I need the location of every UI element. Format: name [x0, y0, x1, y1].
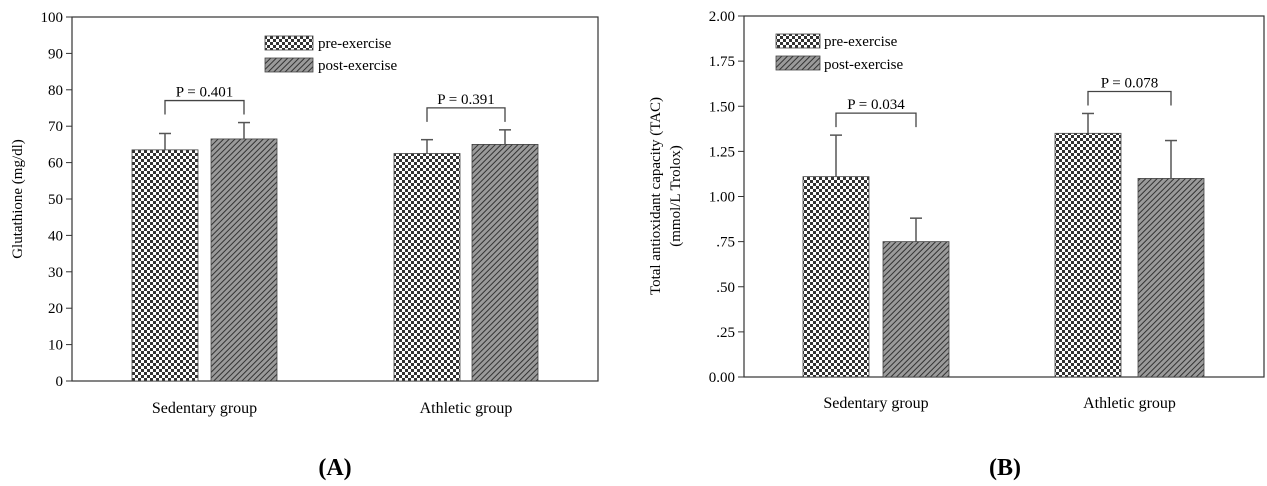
- y-tick-label: 2.00: [709, 9, 735, 25]
- bar-hatch: [1137, 178, 1205, 378]
- x-category-label: Athletic group: [1083, 395, 1176, 412]
- y-tick-label: 90: [48, 46, 63, 62]
- significance-bracket: [1087, 90, 1172, 106]
- bar-checker: [131, 149, 199, 382]
- panel-a-legend-label-pre: pre-exercise: [318, 36, 392, 52]
- panel-a-legend-swatch-post: [264, 57, 314, 73]
- y-tick-label: .75: [716, 235, 735, 251]
- panel-b-y-axis-label-unit: (mmol/L Trolox): [668, 145, 684, 247]
- y-tick-label: .50: [716, 280, 735, 296]
- bar-hatch: [882, 241, 950, 378]
- p-value-label: P = 0.078: [1101, 75, 1159, 91]
- panel-a-legend-swatch-pre: [264, 35, 314, 51]
- y-tick-label: 60: [48, 156, 63, 172]
- panel-a-chart: 0 10 20 30 40 50 60 70 80 90 100 P = 0.401 P = 0.39…: [10, 10, 599, 481]
- y-tick-label: 40: [48, 228, 63, 244]
- y-tick-label: 1.25: [709, 144, 735, 160]
- y-tick-label: 0: [56, 374, 64, 390]
- y-tick-label: 100: [41, 10, 64, 26]
- panel-a-legend: pre-exercise post-exercise: [264, 35, 397, 74]
- y-tick-label: 1.50: [709, 99, 735, 115]
- panel-a-y-axis: 0 10 20 30 40 50 60 70 80 90 100: [41, 10, 72, 390]
- panel-b-legend: pre-exercise post-exercise: [775, 33, 903, 73]
- panel-b-annotations: P = 0.034 P = 0.078: [835, 75, 1172, 128]
- panel-b-chart: 0.00 .25 .50 .75 1.00 1.25 1.50 1.75 2.00 P = 0.…: [648, 9, 1265, 481]
- panel-b-bars: [802, 112, 1205, 378]
- bar-hatch: [210, 138, 278, 382]
- panel-b-legend-swatch-post: [775, 55, 821, 71]
- bar-checker: [802, 176, 870, 378]
- panel-a-x-axis: Sedentary group Athletic group: [152, 400, 513, 417]
- y-tick-label: 80: [48, 83, 63, 99]
- significance-bracket: [164, 99, 245, 115]
- p-value-label: P = 0.401: [176, 85, 234, 101]
- panel-a-label: (A): [318, 455, 351, 481]
- x-category-label: Sedentary group: [152, 400, 257, 417]
- y-tick-label: 1.00: [709, 190, 735, 206]
- bar-hatch: [471, 143, 539, 382]
- bar-checker: [1054, 132, 1122, 378]
- panel-b-legend-label-pre: pre-exercise: [824, 34, 898, 50]
- panel-a-legend-label-post: post-exercise: [318, 58, 397, 74]
- significance-bracket: [426, 107, 506, 122]
- panel-a-y-axis-label: Glutathione (mg/dl): [10, 139, 26, 259]
- y-tick-label: 30: [48, 265, 63, 281]
- panel-a-bars: [131, 121, 539, 382]
- y-tick-label: 70: [48, 119, 63, 135]
- panel-b-legend-swatch-pre: [775, 33, 821, 49]
- y-tick-label: 50: [48, 192, 63, 208]
- significance-bracket: [835, 112, 917, 128]
- y-tick-label: 10: [48, 338, 63, 354]
- x-category-label: Athletic group: [420, 400, 513, 417]
- panel-b-legend-label-post: post-exercise: [824, 57, 903, 73]
- y-tick-label: 20: [48, 301, 63, 317]
- y-tick-label: 1.75: [709, 54, 735, 70]
- p-value-label: P = 0.391: [437, 92, 495, 108]
- y-tick-label: .25: [716, 325, 735, 341]
- panel-b-x-axis: Sedentary group Athletic group: [823, 395, 1176, 412]
- p-value-label: P = 0.034: [847, 97, 905, 113]
- panel-b-y-axis-label: Total antioxidant capacity (TAC): [648, 97, 664, 295]
- panel-b-label: (B): [989, 455, 1021, 481]
- panel-a-annotations: P = 0.401 P = 0.391: [164, 85, 506, 122]
- panel-b-y-axis: 0.00 .25 .50 .75 1.00 1.25 1.50 1.75 2.00: [709, 9, 744, 386]
- x-category-label: Sedentary group: [823, 395, 928, 412]
- bar-checker: [393, 153, 461, 382]
- y-tick-label: 0.00: [709, 370, 735, 386]
